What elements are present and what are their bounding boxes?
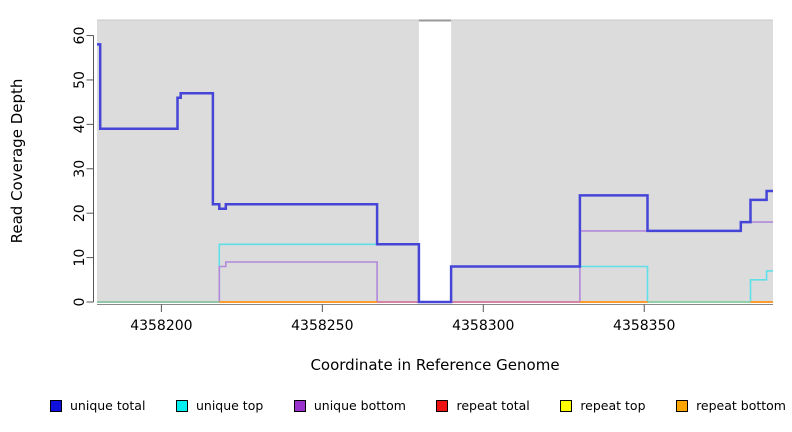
legend-label: repeat total (456, 398, 530, 413)
axes: 0 10 20 30 40 50 60 4358200 4358250 4358300 435835… (72, 27, 773, 334)
chart-legend: unique total unique top unique bottom repea… (50, 398, 786, 413)
y-tick-label: 0 (72, 298, 88, 307)
legend-swatch-icon (676, 399, 689, 412)
y-tick-label: 30 (72, 160, 88, 178)
legend-label: unique top (195, 398, 264, 413)
legend-item-unique-bottom: unique bottom (293, 398, 406, 413)
x-axis-title: Coordinate in Reference Genome (310, 356, 560, 374)
legend-swatch-icon (50, 399, 62, 412)
x-tick-label: 4358350 (613, 318, 675, 334)
legend-item-unique-top: unique top (175, 398, 264, 413)
legend-item-repeat-bottom: repeat bottom (676, 398, 786, 413)
y-tick-label: 10 (72, 249, 88, 267)
y-tick-label: 40 (72, 115, 88, 133)
x-tick-label: 4358250 (291, 318, 353, 334)
series-line-unique-total (97, 43, 773, 304)
legend-swatch-icon (293, 399, 306, 412)
y-tick-label: 60 (72, 27, 88, 45)
y-tick-label: 50 (72, 71, 88, 89)
plot-panel (97, 19, 773, 302)
y-tick-label: 20 (72, 204, 88, 222)
legend-swatch-icon (560, 399, 573, 412)
legend-swatch-icon (175, 399, 188, 412)
legend-label: repeat bottom (696, 398, 786, 413)
legend-label: unique bottom (313, 398, 406, 413)
legend-item-unique-total: unique total (50, 398, 145, 413)
legend-item-repeat-top: repeat top (560, 398, 646, 413)
coverage-chart: 0 10 20 30 40 50 60 4358200 4358250 4358300 435835… (8, 19, 773, 334)
x-tick-label: 4358300 (452, 318, 514, 334)
y-axis-title: Read Coverage Depth (8, 79, 26, 244)
coverage-series-lines (97, 43, 773, 304)
legend-label: repeat top (580, 398, 646, 413)
legend-item-repeat-total: repeat total (436, 398, 530, 413)
legend-label: unique total (70, 398, 146, 413)
legend-swatch-icon (436, 399, 449, 412)
x-tick-label: 4358200 (130, 318, 192, 334)
masked-gap-band (418, 20, 452, 302)
